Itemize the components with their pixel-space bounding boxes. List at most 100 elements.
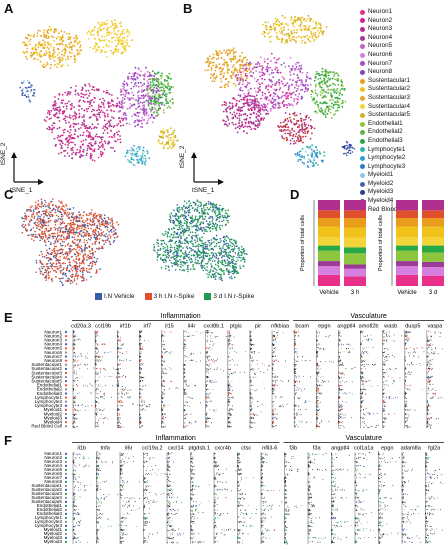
cell-point — [82, 273, 84, 275]
cell-point — [58, 234, 60, 237]
cell-cluster — [64, 209, 120, 256]
cell-point — [42, 273, 45, 276]
cell-point — [125, 122, 128, 125]
cell-point — [216, 50, 218, 53]
cell-point — [339, 97, 341, 100]
cell-point — [122, 105, 124, 107]
cell-point — [248, 91, 250, 94]
cell-point — [43, 239, 46, 241]
cell-point — [126, 97, 129, 99]
cell-point — [220, 86, 223, 88]
cell-point — [155, 87, 158, 90]
cell-point — [316, 72, 319, 75]
cell-point — [52, 198, 54, 200]
cell-point — [93, 101, 95, 104]
cell-point — [175, 256, 178, 259]
cell-point — [300, 21, 303, 24]
cell-point — [304, 151, 307, 153]
cell-point — [251, 106, 254, 109]
cell-point — [291, 36, 294, 39]
cell-point — [291, 127, 294, 130]
cell-point — [89, 126, 91, 128]
cell-point — [38, 54, 41, 56]
tsne-plot-a — [19, 19, 179, 167]
cell-point — [186, 255, 188, 258]
cell-point — [266, 70, 269, 73]
cell-point — [69, 135, 71, 138]
cell-point — [83, 211, 85, 213]
cell-point — [181, 227, 184, 230]
cell-point — [313, 101, 316, 104]
cell-point — [89, 239, 91, 241]
cell-point — [73, 247, 75, 250]
cell-point — [50, 117, 52, 120]
cell-point — [312, 150, 315, 153]
cell-point — [113, 134, 115, 137]
cell-point — [252, 72, 255, 74]
cell-point — [266, 110, 269, 113]
cell-point — [83, 123, 85, 125]
cell-point — [296, 139, 298, 142]
cell-point — [149, 116, 152, 119]
cell-point — [61, 64, 64, 67]
cell-point — [64, 209, 67, 212]
legend-label: Sustentacular1 — [368, 76, 411, 84]
cell-point — [46, 29, 49, 32]
cell-point — [183, 210, 186, 213]
cell-point — [36, 51, 38, 54]
cell-point — [254, 63, 257, 66]
cell-point — [69, 36, 72, 38]
cell-point — [70, 47, 73, 49]
cell-point — [297, 160, 300, 162]
cell-point — [123, 47, 125, 50]
cell-point — [43, 31, 45, 34]
cell-point — [172, 220, 175, 222]
cell-point — [146, 93, 148, 96]
cell-point — [120, 94, 122, 96]
cell-point — [329, 99, 331, 102]
cell-point — [60, 216, 63, 218]
cell-point — [57, 239, 60, 241]
cell-point — [55, 37, 58, 40]
cell-point — [117, 48, 120, 51]
cell-point — [59, 252, 61, 255]
cell-point — [137, 85, 140, 88]
cell-point — [242, 102, 245, 105]
cell-point — [308, 147, 311, 150]
cell-point — [61, 110, 64, 113]
cell-point — [61, 208, 64, 211]
cell-point — [64, 262, 66, 265]
cell-point — [199, 227, 202, 230]
cell-point — [142, 149, 145, 152]
cell-point — [179, 261, 182, 263]
cell-point — [84, 224, 87, 226]
cell-point — [340, 102, 343, 105]
cell-point — [295, 31, 298, 34]
cell-point — [95, 214, 98, 217]
cell-point — [242, 126, 245, 129]
cell-point — [295, 36, 298, 39]
cell-point — [120, 103, 123, 106]
cell-point — [102, 102, 105, 105]
cell-point — [316, 103, 319, 106]
cell-point — [322, 70, 324, 73]
cell-point — [43, 230, 46, 233]
cell-point — [109, 243, 111, 245]
cell-point — [74, 216, 76, 218]
cell-point — [57, 260, 59, 262]
cell-point — [188, 208, 191, 211]
cell-point — [140, 163, 143, 165]
cell-point — [52, 232, 54, 235]
cell-point — [311, 37, 314, 39]
cell-point — [124, 95, 127, 97]
cell-point — [282, 26, 285, 29]
cell-point — [265, 109, 268, 111]
cell-point — [83, 262, 85, 265]
cell-cluster — [146, 70, 175, 117]
cell-point — [173, 215, 176, 217]
cell-point — [340, 83, 343, 86]
cell-point — [94, 222, 96, 225]
cell-point — [59, 58, 62, 61]
cell-point — [296, 29, 299, 31]
cell-point — [209, 217, 211, 220]
